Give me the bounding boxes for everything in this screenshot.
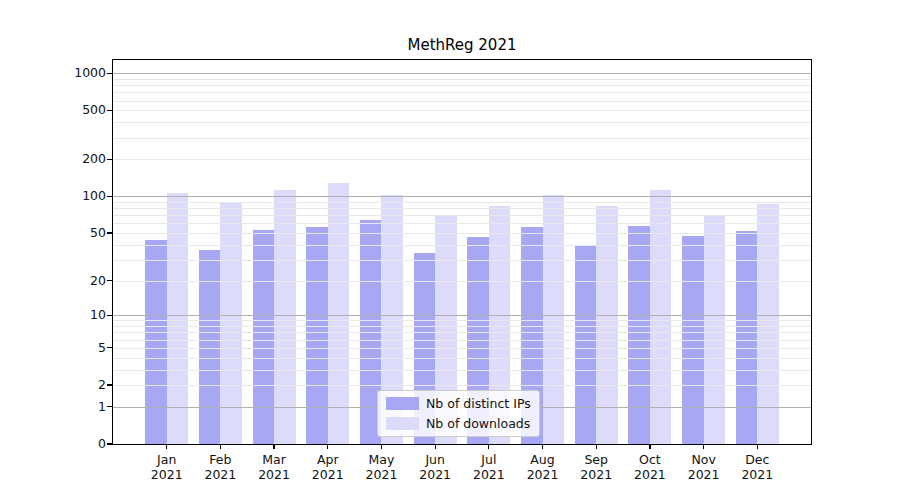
legend-swatch-downloads <box>386 417 419 430</box>
major-gridline <box>113 315 811 316</box>
minor-gridline <box>113 110 811 111</box>
x-tick-mark <box>649 444 650 449</box>
minor-gridline <box>113 348 811 349</box>
minor-gridline <box>113 370 811 371</box>
minor-gridline <box>113 245 811 246</box>
y-tick-mark <box>107 110 113 111</box>
y-tick-mark <box>107 196 113 197</box>
x-tick-mark <box>381 444 382 449</box>
legend-label-distinct-ips: Nb of distinct IPs <box>426 396 531 411</box>
x-tick-mark <box>220 444 221 449</box>
minor-gridline <box>113 260 811 261</box>
x-tick-mark <box>703 444 704 449</box>
minor-gridline <box>113 326 811 327</box>
minor-gridline <box>113 233 811 234</box>
y-tick-mark <box>107 315 113 316</box>
minor-gridline <box>113 101 811 102</box>
minor-gridline <box>113 281 811 282</box>
legend-label-downloads: Nb of downloads <box>426 416 530 431</box>
minor-gridline <box>113 85 811 86</box>
y-tick-label: 2 <box>40 377 106 392</box>
minor-gridline <box>113 340 811 341</box>
y-tick-mark <box>107 347 113 348</box>
x-tick-mark <box>273 444 274 449</box>
y-tick-label: 200 <box>40 151 106 166</box>
minor-gridline <box>113 208 811 209</box>
x-tick-mark <box>596 444 597 449</box>
y-tick-label: 5 <box>40 340 106 355</box>
minor-gridline <box>113 320 811 321</box>
y-tick-label: 500 <box>40 102 106 117</box>
y-tick-mark <box>107 406 113 407</box>
y-tick-mark <box>107 280 113 281</box>
chart-title: MethReg 2021 <box>113 36 811 54</box>
legend-item-distinct-ips: Nb of distinct IPs <box>386 395 531 412</box>
y-tick-mark <box>107 159 113 160</box>
minor-gridline <box>113 332 811 333</box>
x-tick-mark <box>488 444 489 449</box>
minor-gridline <box>113 79 811 80</box>
minor-gridline <box>113 223 811 224</box>
minor-gridline <box>113 358 811 359</box>
minor-gridline <box>113 215 811 216</box>
x-tick-mark <box>542 444 543 449</box>
legend: Nb of distinct IPs Nb of downloads <box>377 390 540 437</box>
y-tick-label: 1000 <box>40 65 106 80</box>
y-tick-mark <box>107 232 113 233</box>
x-tick-label: Dec2021 <box>725 453 789 482</box>
minor-gridline <box>113 385 811 386</box>
x-tick-mark <box>166 444 167 449</box>
y-tick-label: 1 <box>40 399 106 414</box>
y-tick-label: 20 <box>40 273 106 288</box>
legend-swatch-distinct-ips <box>386 397 419 410</box>
legend-item-downloads: Nb of downloads <box>386 415 531 432</box>
minor-gridline <box>113 159 811 160</box>
major-gridline <box>113 73 811 74</box>
y-tick-label: 50 <box>40 225 106 240</box>
y-tick-label: 10 <box>40 307 106 322</box>
x-tick-year: 2021 <box>725 468 789 483</box>
major-gridline <box>113 196 811 197</box>
minor-gridline <box>113 92 811 93</box>
chart-figure: MethReg 2021 10005002001005020105210 Jan… <box>0 0 900 500</box>
plot-area <box>113 60 811 444</box>
x-tick-mark <box>757 444 758 449</box>
minor-gridline <box>113 122 811 123</box>
y-tick-label: 0 <box>40 436 106 451</box>
x-tick-mark <box>435 444 436 449</box>
y-tick-mark <box>107 73 113 74</box>
grid-layer <box>113 60 811 444</box>
y-tick-mark <box>107 443 113 444</box>
x-tick-month: Dec <box>725 453 789 468</box>
x-tick-mark <box>327 444 328 449</box>
y-tick-mark <box>107 384 113 385</box>
minor-gridline <box>113 202 811 203</box>
minor-gridline <box>113 138 811 139</box>
y-tick-label: 100 <box>40 188 106 203</box>
